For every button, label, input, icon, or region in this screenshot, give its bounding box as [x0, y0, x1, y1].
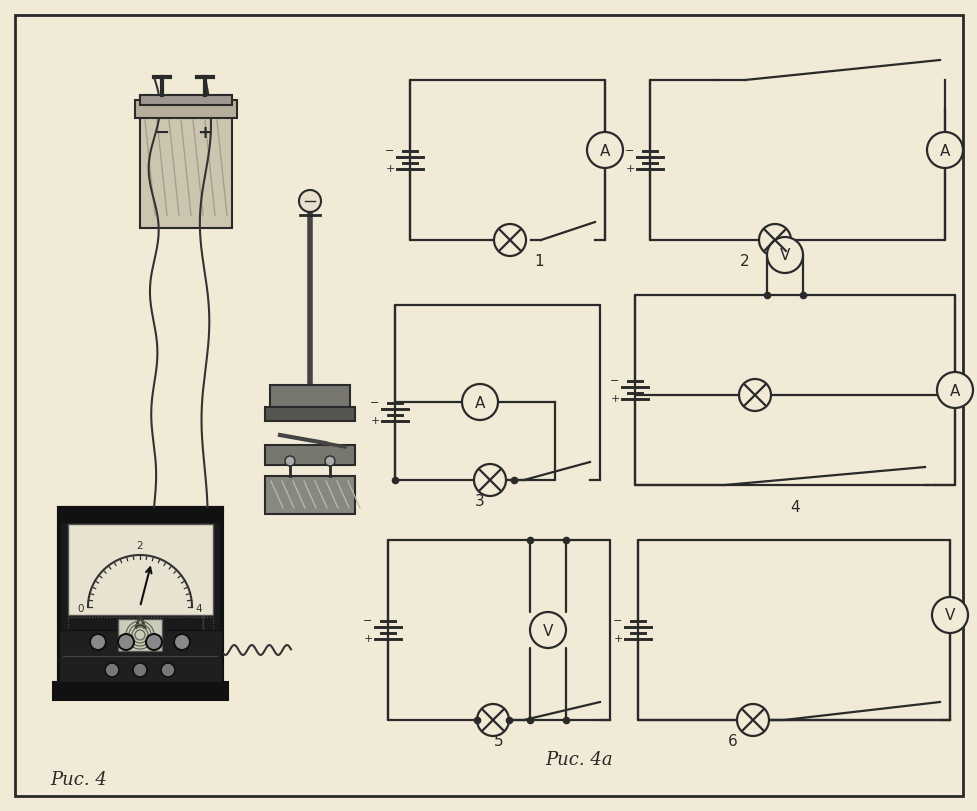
Bar [140, 95, 232, 105]
Bar [59, 630, 222, 682]
Bar [59, 508, 222, 683]
Circle shape [586, 132, 622, 168]
Circle shape [936, 372, 972, 408]
Circle shape [477, 704, 508, 736]
Text: V: V [542, 624, 553, 638]
Bar [265, 476, 355, 514]
Circle shape [766, 237, 802, 273]
Text: A: A [134, 615, 147, 633]
Text: Рис. 4: Рис. 4 [50, 771, 106, 789]
Bar [140, 113, 232, 228]
Text: +: + [385, 164, 395, 174]
Circle shape [133, 663, 147, 677]
Text: 4: 4 [195, 604, 202, 614]
Text: 1: 1 [533, 255, 543, 269]
Text: Рис. 4а: Рис. 4а [544, 751, 612, 769]
Text: A: A [939, 144, 950, 158]
Circle shape [284, 456, 295, 466]
Text: A: A [599, 144, 610, 158]
Circle shape [758, 224, 790, 256]
Circle shape [474, 464, 505, 496]
Text: +: + [362, 634, 372, 644]
Text: A: A [474, 396, 485, 410]
Bar [68, 524, 213, 615]
Circle shape [299, 190, 320, 212]
Text: +: + [613, 634, 622, 644]
Text: A: A [949, 384, 959, 398]
Circle shape [926, 132, 962, 168]
Bar [118, 619, 162, 651]
Text: 6: 6 [728, 735, 737, 749]
Bar [135, 100, 236, 118]
Bar [270, 385, 350, 407]
Circle shape [90, 634, 106, 650]
Circle shape [161, 663, 175, 677]
Circle shape [931, 597, 967, 633]
Circle shape [493, 224, 526, 256]
Text: 4: 4 [789, 500, 799, 514]
Circle shape [737, 704, 768, 736]
Text: −: − [624, 146, 634, 156]
Circle shape [146, 634, 162, 650]
Circle shape [105, 663, 119, 677]
Bar [265, 407, 355, 421]
Bar [53, 682, 228, 700]
Text: −: − [385, 146, 395, 156]
Text: 3: 3 [475, 495, 485, 509]
Text: 5: 5 [493, 735, 503, 749]
Circle shape [461, 384, 497, 420]
Bar [68, 617, 213, 657]
Text: +: + [370, 416, 379, 426]
Circle shape [118, 634, 134, 650]
Text: +: + [610, 394, 619, 404]
Circle shape [530, 612, 566, 648]
Text: +: + [624, 164, 634, 174]
Circle shape [174, 634, 190, 650]
Text: 2: 2 [740, 255, 749, 269]
Text: V: V [779, 248, 789, 264]
Circle shape [324, 456, 335, 466]
Text: −: − [370, 398, 379, 408]
Text: 2: 2 [137, 541, 144, 551]
Text: V: V [944, 608, 955, 624]
Text: +: + [197, 124, 212, 142]
Text: −: − [362, 616, 372, 626]
Text: −: − [154, 124, 169, 142]
Text: −: − [613, 616, 622, 626]
Bar [59, 508, 222, 522]
Bar [265, 445, 355, 465]
Circle shape [739, 379, 770, 411]
Text: −: − [610, 376, 619, 386]
Text: 0: 0 [77, 604, 84, 614]
